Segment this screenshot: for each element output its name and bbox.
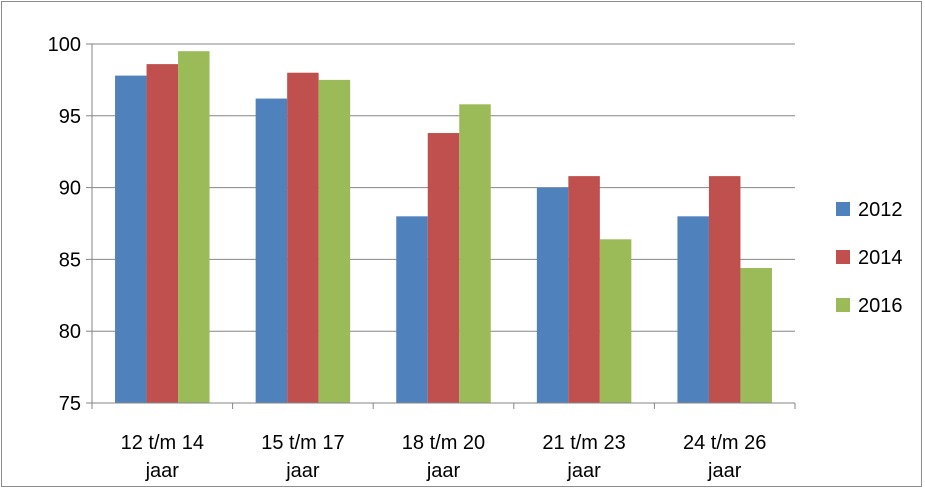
legend-swatch-2014 [836, 250, 850, 264]
bar-2016-5 [740, 268, 772, 403]
bar-2016-2 [318, 79, 351, 404]
legend-label-2014: 2014 [858, 247, 903, 269]
bar-2016-1 [178, 51, 210, 404]
bar-2014-3 [427, 133, 460, 404]
y-axis-ticks: 75 80 85 90 95 100 [48, 34, 92, 415]
x-tick-label: jaar [566, 460, 601, 482]
bar-2016-3 [459, 104, 491, 403]
legend: 2012 2014 2016 [836, 199, 903, 317]
y-tick-label: 90 [59, 178, 81, 200]
x-tick-label: 12 t/m 14 [121, 432, 204, 454]
y-tick-label: 95 [59, 106, 81, 128]
x-tick-label: jaar [285, 460, 320, 482]
bar-2016-4 [599, 239, 632, 403]
bars [115, 51, 772, 404]
bar-2012-4 [536, 187, 569, 403]
bar-2012-5 [677, 216, 709, 403]
axes [91, 44, 795, 404]
bar-2014-5 [708, 176, 741, 403]
legend-label-2016: 2016 [858, 295, 903, 317]
legend-swatch-2012 [836, 202, 850, 216]
x-tick-label: 18 t/m 20 [402, 432, 485, 454]
x-tick-label: jaar [145, 460, 180, 482]
x-tick-label: 24 t/m 26 [683, 432, 766, 454]
y-tick-label: 80 [59, 321, 81, 343]
legend-swatch-2016 [836, 298, 850, 312]
x-axis-ticks: 12 t/m 14 jaar 15 t/m 17 jaar 18 t/m 20 jaar 2… [91, 403, 796, 482]
x-tick-label: jaar [426, 460, 461, 482]
bar-2012-2 [255, 98, 288, 404]
bar-2014-2 [287, 72, 319, 403]
x-tick-label: jaar [707, 460, 742, 482]
bar-2012-1 [115, 75, 147, 403]
legend-label-2012: 2012 [858, 199, 903, 221]
bar-2014-1 [146, 64, 179, 403]
y-tick-label: 100 [48, 34, 81, 56]
bar-2012-3 [396, 216, 428, 403]
y-tick-label: 75 [59, 393, 81, 415]
y-tick-label: 85 [59, 249, 81, 271]
x-tick-label: 21 t/m 23 [542, 432, 625, 454]
x-tick-label: 15 t/m 17 [261, 432, 344, 454]
bar-2014-4 [568, 176, 600, 403]
